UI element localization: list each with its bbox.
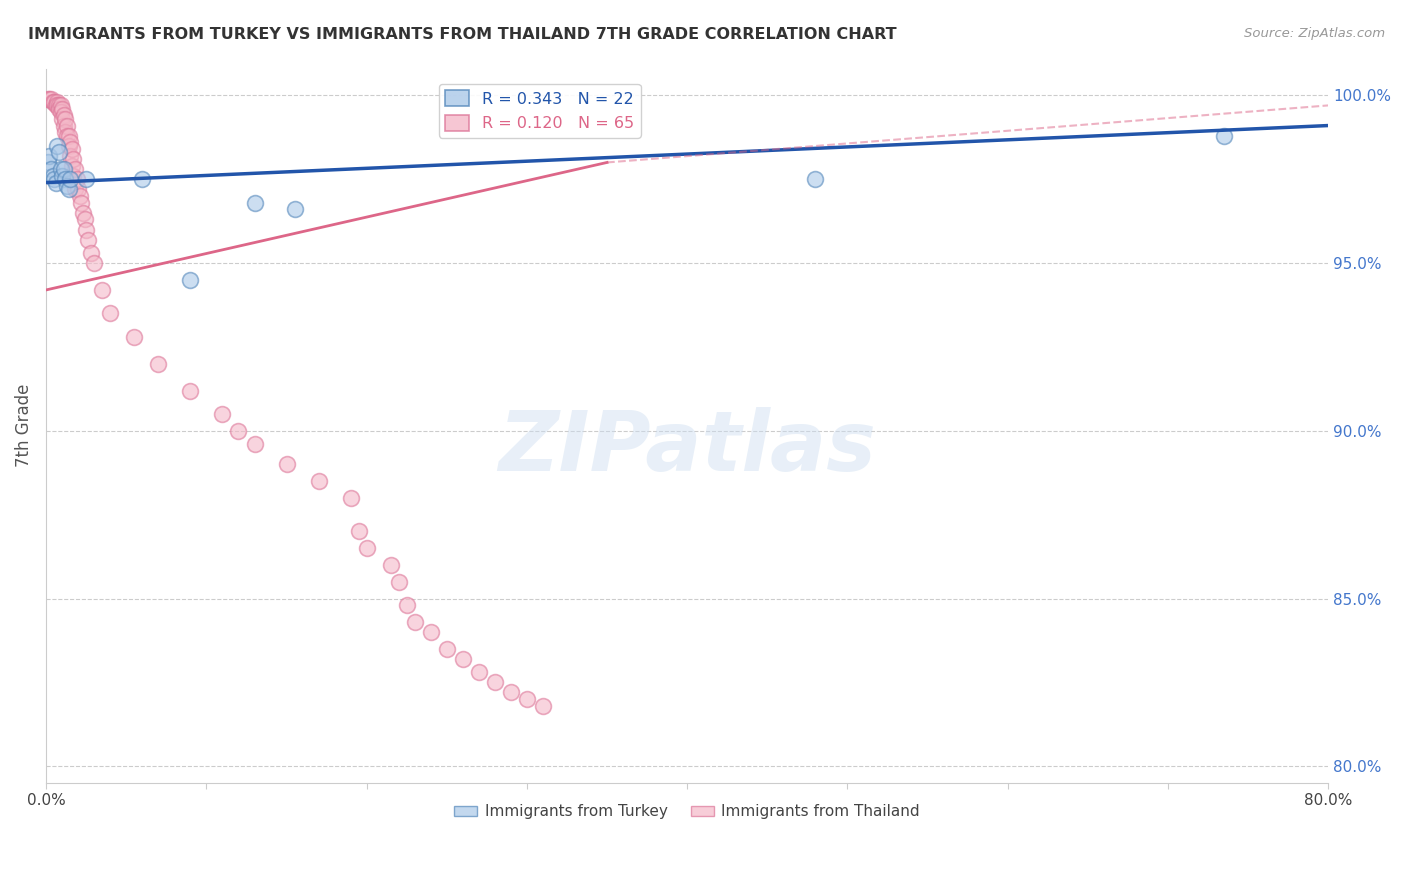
Point [45, 98, 67, 112]
Point [308, 474, 330, 488]
Point [56, 178, 79, 193]
Point [72, 206, 94, 220]
Point [339, 491, 361, 505]
Point [49, 162, 72, 177]
Text: ZIPatlas: ZIPatlas [498, 407, 876, 488]
Point [56, 128, 79, 143]
Point [49, 98, 72, 112]
Point [51, 112, 73, 126]
Point [46, 98, 69, 112]
Point [1213, 128, 1236, 143]
Point [37, 92, 59, 106]
Point [499, 685, 522, 699]
Point [55, 125, 77, 139]
Point [58, 138, 80, 153]
Point [55, 172, 77, 186]
Point [380, 558, 402, 572]
Point [60, 142, 83, 156]
Point [48, 102, 70, 116]
Point [80, 246, 103, 260]
Point [531, 698, 554, 713]
Point [41, 169, 63, 183]
Point [48, 145, 70, 160]
Point [404, 615, 426, 629]
Point [44, 172, 66, 186]
Point [48, 98, 70, 112]
Legend: Immigrants from Turkey, Immigrants from Thailand: Immigrants from Turkey, Immigrants from … [449, 798, 927, 825]
Point [39, 92, 62, 106]
Point [451, 652, 474, 666]
Point [56, 119, 79, 133]
Point [51, 102, 73, 116]
Point [468, 665, 491, 680]
Point [59, 149, 82, 163]
Point [62, 169, 84, 183]
Point [347, 524, 370, 539]
Point [44, 95, 66, 109]
Point [76, 233, 98, 247]
Point [91, 283, 114, 297]
Point [58, 182, 80, 196]
Point [228, 424, 250, 438]
Point [284, 202, 307, 217]
Point [484, 675, 506, 690]
Point [243, 195, 266, 210]
Point [55, 112, 77, 126]
Point [52, 119, 75, 133]
Point [37, 155, 59, 169]
Point [436, 641, 458, 656]
Point [69, 189, 91, 203]
Point [67, 182, 90, 196]
Point [148, 357, 170, 371]
Text: IMMIGRANTS FROM TURKEY VS IMMIGRANTS FROM THAILAND 7TH GRADE CORRELATION CHART: IMMIGRANTS FROM TURKEY VS IMMIGRANTS FRO… [28, 27, 897, 42]
Point [388, 574, 411, 589]
Point [83, 256, 105, 270]
Point [516, 692, 538, 706]
Point [243, 437, 266, 451]
Point [131, 172, 153, 186]
Point [98, 306, 121, 320]
Point [75, 222, 97, 236]
Point [46, 138, 69, 153]
Text: Source: ZipAtlas.com: Source: ZipAtlas.com [1244, 27, 1385, 40]
Point [419, 625, 441, 640]
Point [59, 172, 82, 186]
Point [395, 599, 418, 613]
Point [38, 92, 60, 106]
Point [46, 95, 69, 109]
Point [179, 273, 201, 287]
Y-axis label: 7th Grade: 7th Grade [15, 384, 32, 467]
Point [179, 384, 201, 398]
Point [41, 95, 63, 109]
Point [62, 152, 84, 166]
Point [124, 330, 146, 344]
Point [63, 162, 86, 177]
Point [59, 136, 82, 150]
Point [51, 169, 73, 183]
Point [38, 149, 60, 163]
Point [60, 159, 83, 173]
Point [70, 195, 93, 210]
Point [276, 458, 298, 472]
Point [52, 162, 75, 177]
Point [356, 541, 378, 556]
Point [211, 407, 233, 421]
Point [45, 176, 67, 190]
Point [52, 108, 75, 122]
Point [49, 105, 72, 120]
Point [39, 162, 62, 177]
Point [75, 172, 97, 186]
Point [804, 172, 827, 186]
Point [73, 212, 96, 227]
Point [58, 128, 80, 143]
Point [66, 172, 89, 186]
Point [63, 182, 86, 196]
